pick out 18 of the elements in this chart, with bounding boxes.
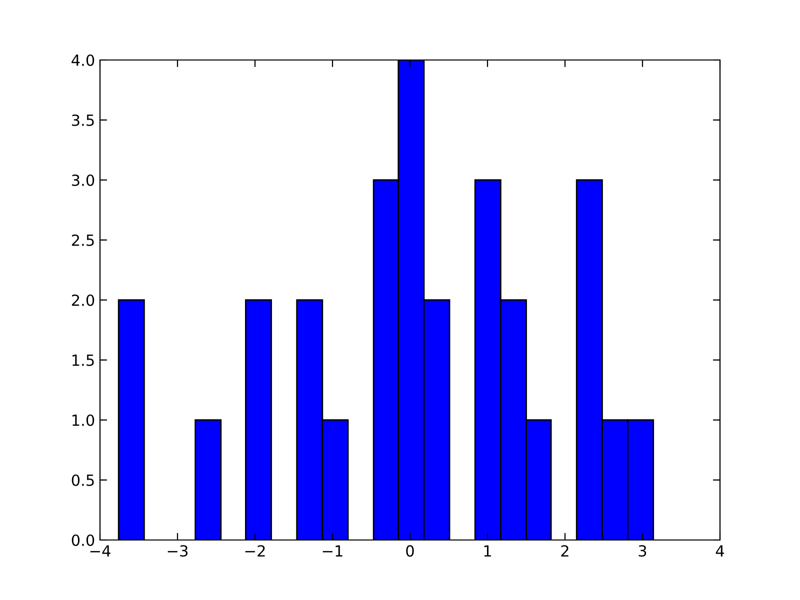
y-tick-label: 3.5 — [72, 114, 94, 126]
x-tick-label: 3 — [638, 545, 646, 557]
y-tick-label: 4.0 — [72, 54, 94, 66]
x-tick-label: 0 — [406, 545, 414, 557]
x-tick-label: −4 — [90, 545, 110, 556]
y-tick-label: 2.5 — [72, 234, 94, 246]
x-tick-label: 1 — [484, 545, 491, 556]
x-tick-label: −2 — [245, 545, 265, 556]
y-tick-label: 0.0 — [72, 534, 94, 546]
x-tick-label: 4 — [716, 545, 724, 556]
y-tick-label: 2.0 — [72, 294, 94, 306]
x-tick-label: −1 — [322, 545, 342, 556]
x-tick-label: −3 — [168, 545, 188, 557]
y-tick-label: 1.5 — [72, 354, 94, 366]
x-tick-label: 2 — [561, 545, 568, 556]
y-tick-label: 3.0 — [72, 174, 94, 186]
y-tick-label: 1.0 — [72, 414, 94, 426]
y-tick-label: 0.5 — [72, 474, 94, 486]
